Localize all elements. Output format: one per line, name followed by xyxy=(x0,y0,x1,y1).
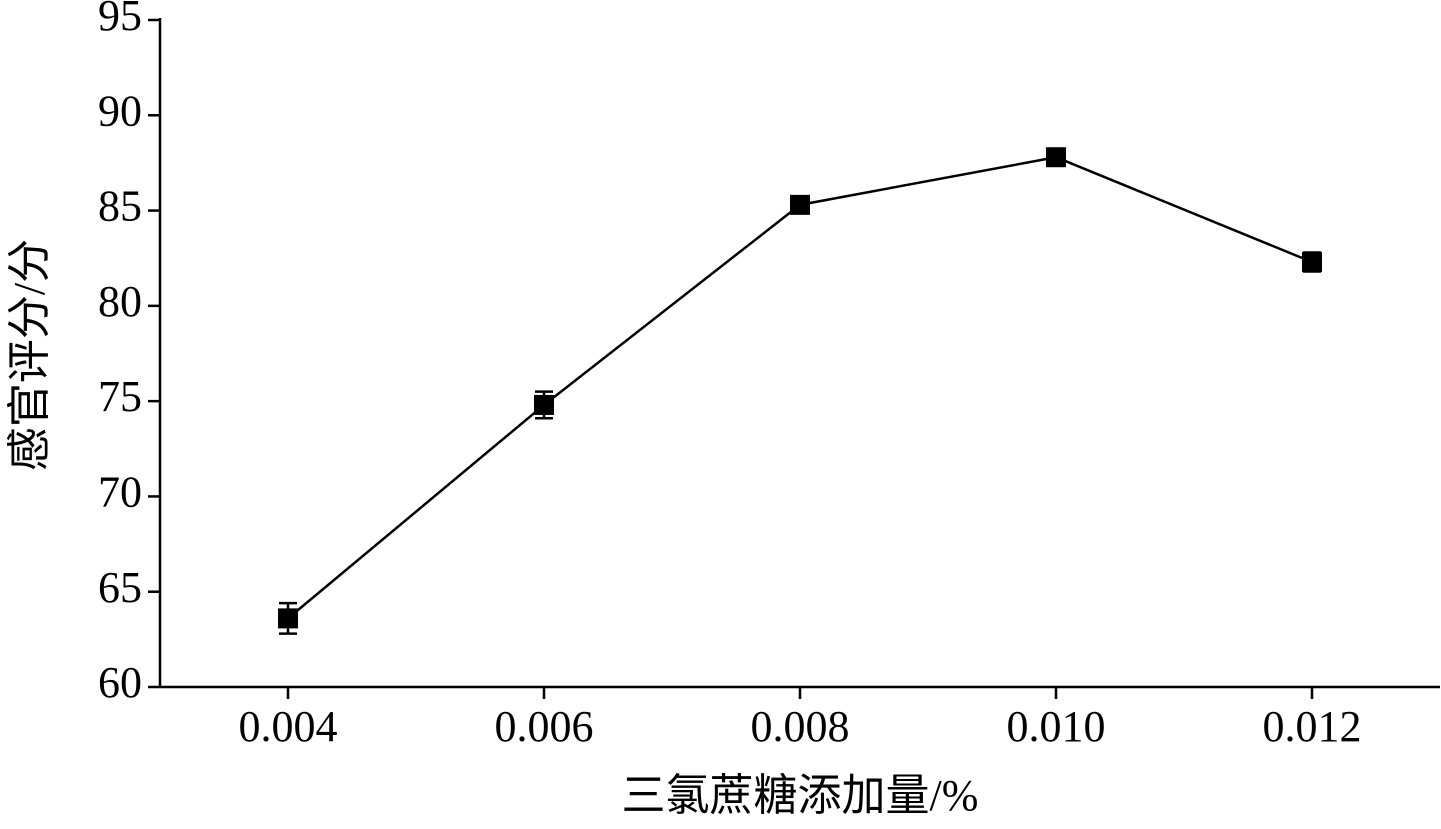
x-tick-label: 0.010 xyxy=(1007,702,1106,751)
x-tick-label: 0.012 xyxy=(1263,702,1362,751)
y-axis-label: 感官评分/分 xyxy=(5,239,54,471)
y-tick-label: 95 xyxy=(98,0,142,40)
y-tick-label: 85 xyxy=(98,182,142,231)
line xyxy=(287,155,1313,620)
x-tick-label: 0.004 xyxy=(239,702,338,751)
y-tick-label: 80 xyxy=(98,277,142,326)
marker xyxy=(534,394,554,415)
marker xyxy=(278,608,298,629)
y-tick-label: 65 xyxy=(98,563,142,612)
x-axis-label: 三氯蔗糖添加量/% xyxy=(622,771,979,820)
y-tick-label: 60 xyxy=(98,658,142,707)
x-tick-label: 0.006 xyxy=(495,702,594,751)
y-tick-label: 75 xyxy=(98,372,142,421)
marker xyxy=(1046,147,1066,168)
y-tick-label: 70 xyxy=(98,468,142,517)
marker xyxy=(790,194,810,215)
x-tick-label: 0.008 xyxy=(751,702,850,751)
marker xyxy=(1302,252,1322,273)
y-tick-label: 90 xyxy=(98,86,142,135)
